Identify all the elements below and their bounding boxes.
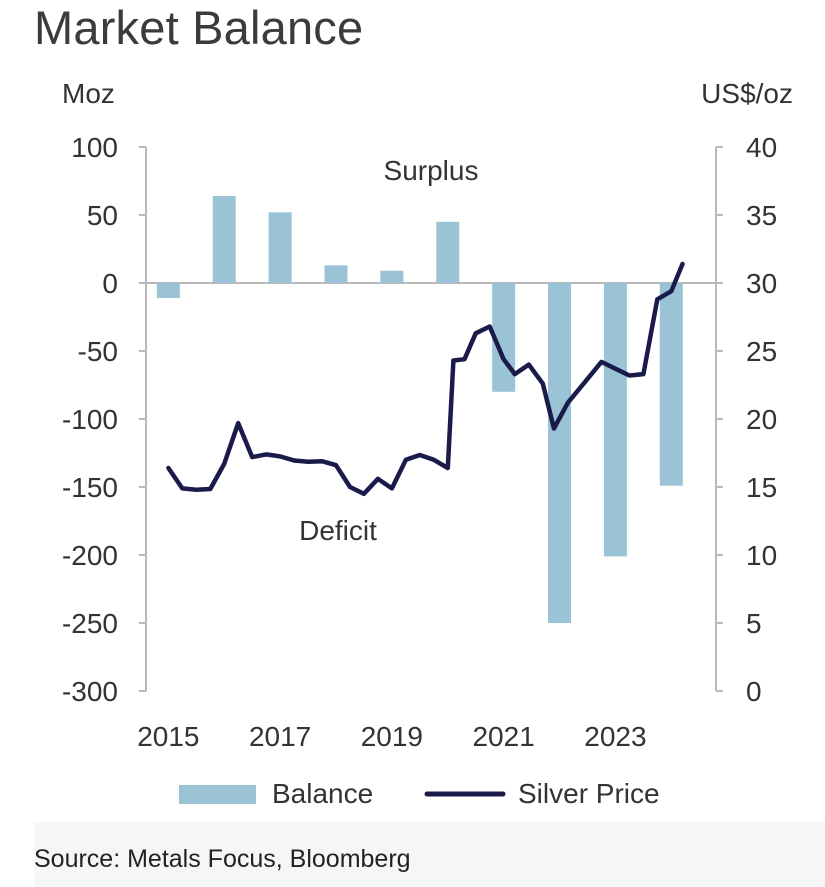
- source-note: Source: Metals Focus, Bloomberg: [34, 845, 411, 873]
- balance-bar-2018: [324, 265, 348, 283]
- right-tick-label: 30: [746, 268, 777, 299]
- source-band: [34, 822, 825, 887]
- left-tick-label: 0: [102, 268, 118, 299]
- left-tick-label: 100: [71, 132, 118, 163]
- left-tick-label: -50: [78, 336, 118, 367]
- surplus-annotation: Surplus: [384, 155, 479, 186]
- legend: Balance Silver Price: [179, 778, 660, 809]
- legend-silver-price-label: Silver Price: [518, 778, 660, 809]
- x-tick-label: 2017: [249, 721, 311, 752]
- balance-bar-2022: [548, 283, 572, 623]
- balance-bar-2019: [380, 270, 404, 283]
- balance-bar-2023: [603, 283, 627, 557]
- left-tick-label: -300: [62, 676, 118, 707]
- left-tick-label: -150: [62, 472, 118, 503]
- silver-price-path: [166, 261, 685, 497]
- right-tick-label: 5: [746, 608, 762, 639]
- chart-title: Market Balance: [34, 1, 364, 54]
- x-tick-label: 2021: [472, 721, 534, 752]
- balance-bar-2015: [156, 283, 180, 298]
- balance-bar-2017: [268, 212, 292, 283]
- x-tick-label: 2015: [137, 721, 199, 752]
- balance-bars: [156, 195, 683, 623]
- balance-bar-2016: [212, 195, 236, 283]
- legend-balance-label: Balance: [272, 778, 373, 809]
- right-tick-label: 25: [746, 336, 777, 367]
- right-tick-label: 15: [746, 472, 777, 503]
- balance-bar-2020: [436, 221, 460, 283]
- x-tick-label: 2019: [361, 721, 423, 752]
- right-axis-unit: US$/oz: [701, 78, 793, 109]
- right-tick-label: 40: [746, 132, 777, 163]
- right-tick-label: 35: [746, 200, 777, 231]
- deficit-annotation: Deficit: [299, 515, 377, 546]
- right-tick-label: 20: [746, 404, 777, 435]
- left-tick-label: -200: [62, 540, 118, 571]
- x-tick-label: 2023: [584, 721, 646, 752]
- axes: [139, 146, 723, 692]
- balance-bar-2024: [659, 283, 683, 486]
- silver-price-line: [166, 261, 685, 497]
- legend-balance-swatch: [179, 785, 256, 804]
- left-tick-label: -250: [62, 608, 118, 639]
- right-tick-label: 10: [746, 540, 777, 571]
- right-tick-label: 0: [746, 676, 762, 707]
- axis-labels: 100500-50-100-150-200-250-30040353025201…: [62, 78, 793, 752]
- left-tick-label: -100: [62, 404, 118, 435]
- left-tick-label: 50: [87, 200, 118, 231]
- left-axis-unit: Moz: [62, 78, 115, 109]
